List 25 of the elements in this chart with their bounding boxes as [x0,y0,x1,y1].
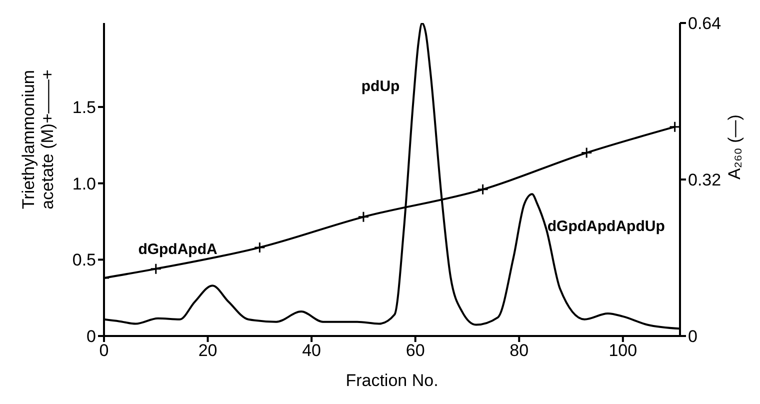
x-tick-label: 0 [99,341,109,360]
y2-tick-label: 0.64 [688,14,722,34]
y-tick-label: 0 [86,327,96,346]
x-axis-title: Fraction No. [346,371,438,390]
y2-axis-title: A₂₆₀ (—) [725,114,744,180]
y-tick-label: 1.5 [72,98,96,118]
y2-tick-label: 0 [688,327,698,346]
point [150,263,162,275]
point [358,211,370,223]
point [669,121,680,133]
annotation: pdUp [361,78,400,95]
x-tick-label: 100 [608,341,638,360]
x-tick-label: 20 [198,341,218,360]
point [477,184,489,196]
y-tick-label: 1.0 [72,174,96,194]
annotation: dGpdApdA [138,240,218,258]
y-axis-title: Triethylammonium acetate (M)+——+ [19,70,57,210]
y-tick-label: 0.5 [72,250,96,270]
x-tick-label: 80 [510,341,529,360]
point [580,147,592,159]
annotation: dGpdApdApdUp [547,218,665,235]
x-tick-label: 60 [406,341,425,360]
point [254,242,266,254]
y2-tick-label: 0.32 [688,170,722,190]
x-tick-label: 40 [302,341,322,360]
